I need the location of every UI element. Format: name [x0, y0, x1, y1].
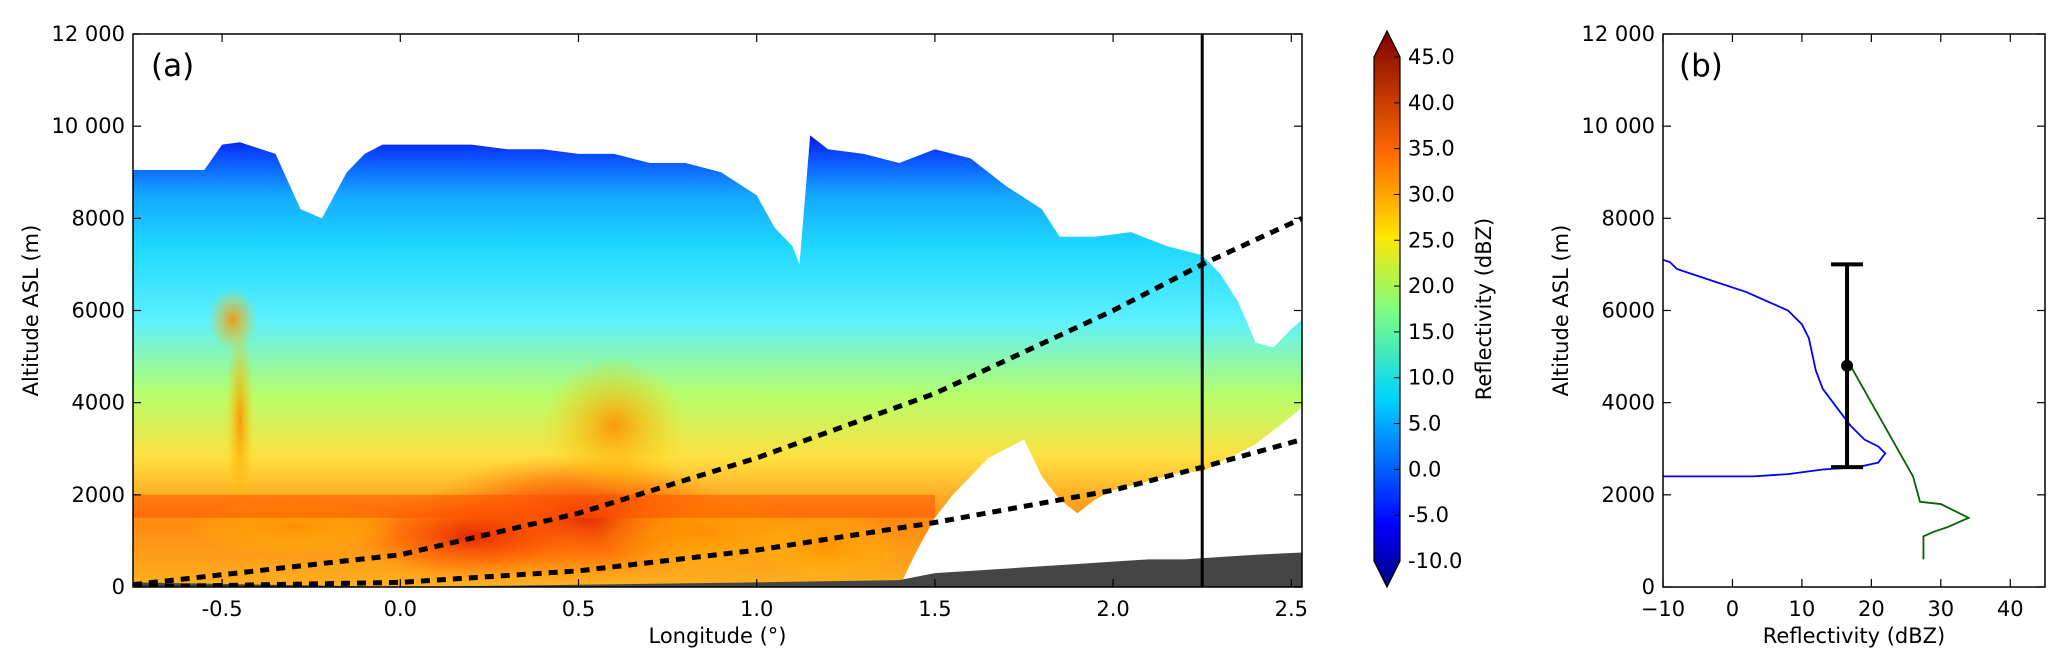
y-tick-label: 12 000 [1582, 22, 1655, 46]
colorbar-tick-label: -10.0 [1408, 549, 1462, 573]
colorbar-tick-label: 35.0 [1408, 137, 1455, 161]
panel-a-x-axis-label: Longitude (°) [648, 624, 786, 648]
beam-lines [133, 216, 1302, 587]
y-tick-label: 8000 [1602, 206, 1655, 230]
colorbar-tick-label: 15.0 [1408, 320, 1455, 344]
panel-a-label: (a) [151, 48, 194, 84]
panel-a-y-axis-label: Altitude ASL (m) [19, 225, 43, 397]
y-tick-label: 4000 [1602, 391, 1655, 415]
beam-line [133, 437, 1302, 587]
panel-b-errorbar [1831, 262, 1864, 470]
y-tick-label: 0 [112, 575, 125, 599]
colorbar-tick-label: 10.0 [1408, 366, 1455, 390]
colorbar-tick-label: 25.0 [1408, 228, 1455, 252]
colorbar-tick-label: 45.0 [1408, 45, 1455, 69]
y-tick-label: 8000 [72, 206, 125, 230]
panel-a: -0.5 0.0 0.5 1.0 1.5 2.0 2.5 0 2000 4000 6000 8000 1… [19, 22, 1308, 648]
x-tick-label: 0.0 [384, 597, 417, 621]
x-tick-label: -0.5 [202, 597, 243, 621]
beam-line [133, 216, 1302, 587]
x-tick-label: 10 [1789, 597, 1816, 621]
colorbar-tick-label: 30.0 [1408, 182, 1455, 206]
colorbar-ticks: -10.0 -5.0 0.0 5.0 10.0 15.0 20.0 25.0 30.0 35.0 4… [1394, 45, 1462, 573]
colorbar-label: Reflectivity (dBZ) [1472, 218, 1496, 400]
panel-b-series [1662, 258, 1971, 560]
x-tick-label: 20 [1858, 597, 1885, 621]
profile-line [1662, 258, 1887, 478]
colorbar-tick-label: -5.0 [1408, 503, 1449, 527]
terrain [133, 552, 1302, 587]
y-tick-label: 0 [1642, 575, 1655, 599]
colorbar-gradient [1373, 29, 1401, 589]
x-tick-label: 0 [1726, 597, 1739, 621]
y-tick-label: 10 000 [52, 114, 125, 138]
panel-b-frame [1662, 33, 2046, 588]
bright-band [133, 494, 935, 518]
x-tick-label: 1.0 [740, 597, 773, 621]
panel-b-label: (b) [1679, 48, 1723, 84]
panel-a-plot-area [133, 34, 1302, 587]
colorbar: -10.0 -5.0 0.0 5.0 10.0 15.0 20.0 25.0 30.0 35.0 4… [1373, 29, 1496, 589]
colorbar-tick-label: 0.0 [1408, 457, 1441, 481]
errorbar-point [1841, 359, 1854, 372]
colorbar-tick-label: 20.0 [1408, 274, 1455, 298]
y-tick-label: 6000 [1602, 299, 1655, 323]
y-tick-label: 10 000 [1582, 114, 1655, 138]
y-tick-label: 4000 [72, 391, 125, 415]
x-tick-label: 2.5 [1275, 597, 1308, 621]
y-tick-label: 2000 [72, 483, 125, 507]
x-tick-label: −10 [1641, 597, 1685, 621]
colorbar-tick-label: 5.0 [1408, 412, 1441, 436]
panel-b-x-axis-label: Reflectivity (dBZ) [1763, 624, 1945, 648]
reflectivity-core [756, 508, 900, 583]
x-tick-label: 1.5 [918, 597, 951, 621]
reflectivity-field [133, 135, 1302, 587]
panel-a-ticks: -0.5 0.0 0.5 1.0 1.5 2.0 2.5 0 2000 4000 6000 8000 1… [52, 22, 1308, 621]
y-tick-label: 12 000 [52, 22, 125, 46]
reflectivity-core [225, 319, 255, 523]
x-tick-label: 40 [1997, 597, 2024, 621]
panel-b-y-axis-label: Altitude ASL (m) [1549, 225, 1573, 397]
colorbar-tick-label: 40.0 [1408, 91, 1455, 115]
reflectivity-core [542, 356, 686, 495]
x-tick-label: 0.5 [562, 597, 595, 621]
x-tick-label: 30 [1927, 597, 1954, 621]
y-tick-label: 2000 [1602, 483, 1655, 507]
x-tick-label: 2.0 [1096, 597, 1129, 621]
profile-line [1849, 365, 1971, 560]
y-tick-label: 6000 [72, 299, 125, 323]
